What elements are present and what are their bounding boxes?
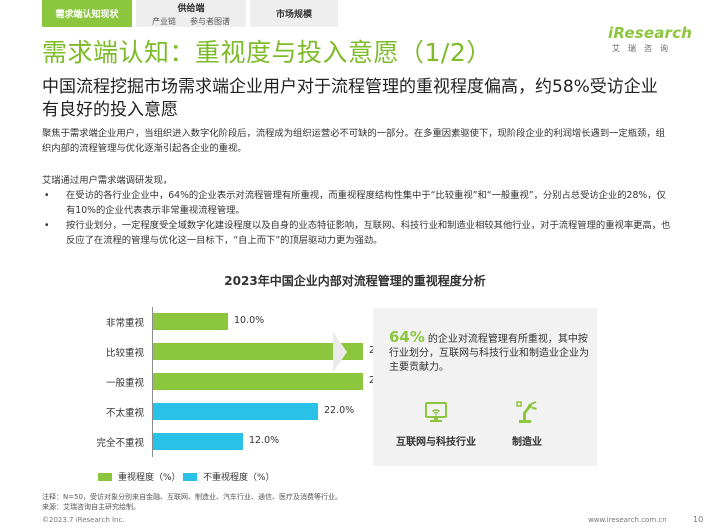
bar-value-label: 12.0% xyxy=(249,435,280,446)
bar xyxy=(153,403,318,420)
finding-item: 在受访的各行业企业中，64%的企业表示对流程管理有所重视，而重视程度结构性集中于… xyxy=(42,188,672,218)
industry-internet-tech: 互联网与科技行业 xyxy=(390,400,482,448)
category-label: 完全不重视 xyxy=(96,438,144,449)
chevron-right-icon xyxy=(333,332,347,372)
monitor-icon xyxy=(425,402,447,422)
iresearch-logo: iResearch 艾瑞咨询 xyxy=(608,24,692,60)
insight-body: 的企业对流程管理有所重视，其中按行业划分，互联网与科技行业和制造业企业为主要贡献… xyxy=(389,334,589,373)
tab-label: 需求端认知现状 xyxy=(55,10,119,20)
robot-arm-icon xyxy=(516,401,537,423)
bar-value-label: 22.0% xyxy=(324,405,355,416)
legend-item-not-valued: 不重视程度（%） xyxy=(183,470,275,483)
page-number: 10 xyxy=(693,515,704,524)
logo-research: Research xyxy=(613,24,693,42)
bar xyxy=(153,313,228,330)
finding-item: 按行业划分，一定程度受全域数字化建设程度以及自身的业态特征影响，互联网、科技行业… xyxy=(42,218,672,248)
insight-panel xyxy=(373,308,597,466)
logo-i: i xyxy=(608,24,614,42)
category-label: 不太重视 xyxy=(105,408,144,419)
legend-label: 重视程度（%） xyxy=(118,473,181,483)
intro-paragraph: 聚焦于需求端企业用户，当组织进入数字化阶段后，流程成为组织运营必不可缺的一部分。… xyxy=(42,128,665,154)
legend-swatch xyxy=(98,472,112,481)
tab-subitem[interactable]: 参与者图谱 xyxy=(190,16,230,26)
tab-market-size[interactable]: 市场规模 xyxy=(250,0,338,27)
industry-label: 制造业 xyxy=(512,437,542,448)
insight-number: 64% xyxy=(389,328,425,346)
legend-swatch xyxy=(183,472,197,481)
bar-chart: 非常重视10.0%比较重视28.0%一般重视28.0%不太重视22.0%完全不重… xyxy=(0,0,399,532)
bar xyxy=(153,433,243,450)
category-axis xyxy=(152,307,153,457)
bar xyxy=(153,373,363,390)
tab-demand-side[interactable]: 需求端认知现状 xyxy=(42,0,132,27)
industry-label: 互联网与科技行业 xyxy=(396,437,476,448)
industry-manufacturing: 制造业 xyxy=(497,400,557,448)
top-tabs: 需求端认知现状 供给端 产业链 参与者图谱 市场规模 xyxy=(42,0,342,27)
chart-title: 2023年中国企业内部对流程管理的重视程度分析 xyxy=(224,274,486,288)
site-url[interactable]: www.iresearch.com.cn xyxy=(588,516,667,524)
category-label: 非常重视 xyxy=(105,318,144,329)
copyright: ©2023.7 iResearch Inc. xyxy=(42,516,125,524)
legend-label: 不重视程度（%） xyxy=(203,473,275,483)
tab-supply-side[interactable]: 供给端 产业链 参与者图谱 xyxy=(136,0,246,27)
category-label: 一般重视 xyxy=(105,378,144,389)
headline: 中国流程挖掘市场需求端企业用户对于流程管理的重视程度偏高，约58%受访企业有良好… xyxy=(42,77,658,120)
note-line: 注释：N=50，受访对象分别来自金融、互联网、制造业、汽车行业、通信、医疗及消费… xyxy=(42,493,343,501)
tab-label: 市场规模 xyxy=(275,10,312,20)
tab-subitems: 产业链 参与者图谱 xyxy=(152,16,230,27)
category-label: 比较重视 xyxy=(105,348,144,359)
logo-cn: 艾瑞咨询 xyxy=(612,44,676,53)
tab-label: 供给端 xyxy=(177,3,205,14)
logo-brand: iResearch xyxy=(608,24,692,42)
finding-list: 在受访的各行业企业中，64%的企业表示对流程管理有所重视，而重视程度结构性集中于… xyxy=(42,188,672,248)
legend-item-valued: 重视程度（%） xyxy=(98,470,181,483)
survey-intro: 艾瑞通过用户需求端调研发现， xyxy=(42,175,173,186)
notes: 注释：N=50，受访对象分别来自金融、互联网、制造业、汽车行业、通信、医疗及消费… xyxy=(42,492,682,512)
insight-text: 64% 的企业对流程管理有所重视，其中按行业划分，互联网与科技行业和制造业企业为主… xyxy=(389,330,589,375)
bar-value-label: 10.0% xyxy=(234,315,265,326)
page-title: 需求端认知：重视度与投入意愿（1/2） xyxy=(42,38,492,67)
source-line: 来源：艾瑞咨询自主研究绘制。 xyxy=(42,503,140,511)
bar xyxy=(153,343,363,360)
tab-subitem[interactable]: 产业链 xyxy=(152,16,176,26)
